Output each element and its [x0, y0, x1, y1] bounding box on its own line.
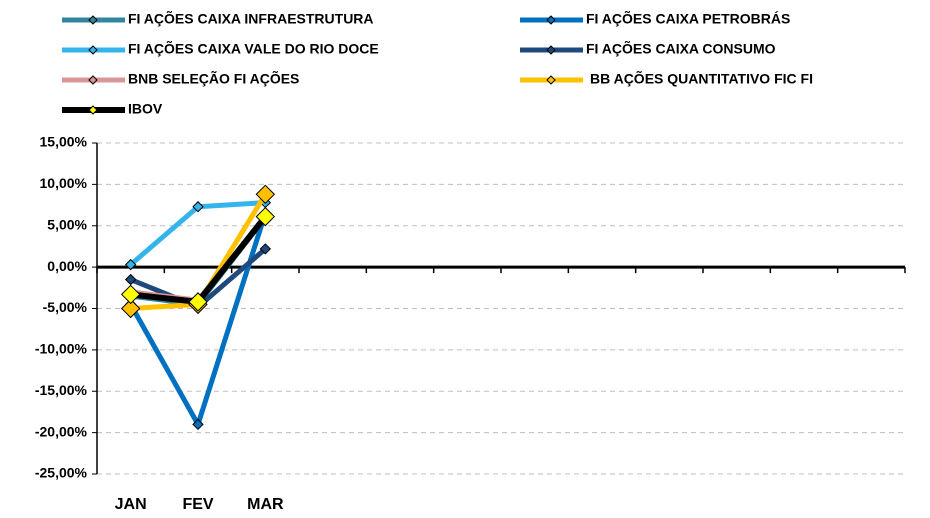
data-point — [124, 258, 137, 271]
legend-marker — [88, 105, 98, 115]
data-point — [120, 298, 141, 319]
data-point — [192, 201, 204, 213]
y-tick-label: -15,00% — [35, 382, 88, 398]
legend-marker — [88, 45, 98, 55]
y-tick-label: -10,00% — [35, 341, 88, 357]
legend-label: FI AÇÕES CAIXA PETROBRÁS — [586, 10, 790, 27]
data-point — [192, 418, 204, 431]
x-tick-label: MAR — [247, 496, 284, 513]
y-tick-label: -20,00% — [35, 423, 88, 439]
legend-marker — [546, 15, 556, 25]
y-tick-label: 0,00% — [47, 258, 87, 274]
x-tick-label: JAN — [115, 496, 147, 513]
data-point — [120, 284, 141, 305]
legend-label: BB AÇÕES QUANTITATIVO FIC FI — [590, 70, 813, 87]
y-tick-label: 10,00% — [40, 175, 88, 191]
legend-marker — [88, 15, 98, 25]
y-tick-label: -25,00% — [35, 465, 88, 481]
data-point — [259, 243, 272, 255]
x-tick-label: FEV — [182, 496, 213, 513]
data-point — [255, 184, 276, 205]
legend-label: FI AÇÕES CAIXA CONSUMO — [586, 40, 776, 57]
data-point — [124, 273, 137, 286]
data-point — [188, 292, 208, 312]
legend-marker — [546, 45, 556, 55]
y-tick-label: -5,00% — [43, 299, 88, 315]
legend-label: IBOV — [128, 101, 163, 117]
legend-label: FI AÇÕES CAIXA VALE DO RIO DOCE — [128, 40, 379, 57]
legend-marker — [546, 75, 556, 85]
legend-marker — [88, 75, 98, 85]
data-point — [255, 206, 276, 227]
legend-label: BNB SELEÇÃO FI AÇÕES — [128, 70, 299, 87]
legend-label: FI AÇÕES CAIXA INFRAESTRUTURA — [128, 10, 374, 27]
y-tick-label: 15,00% — [40, 134, 88, 150]
y-tick-label: 5,00% — [47, 216, 87, 232]
